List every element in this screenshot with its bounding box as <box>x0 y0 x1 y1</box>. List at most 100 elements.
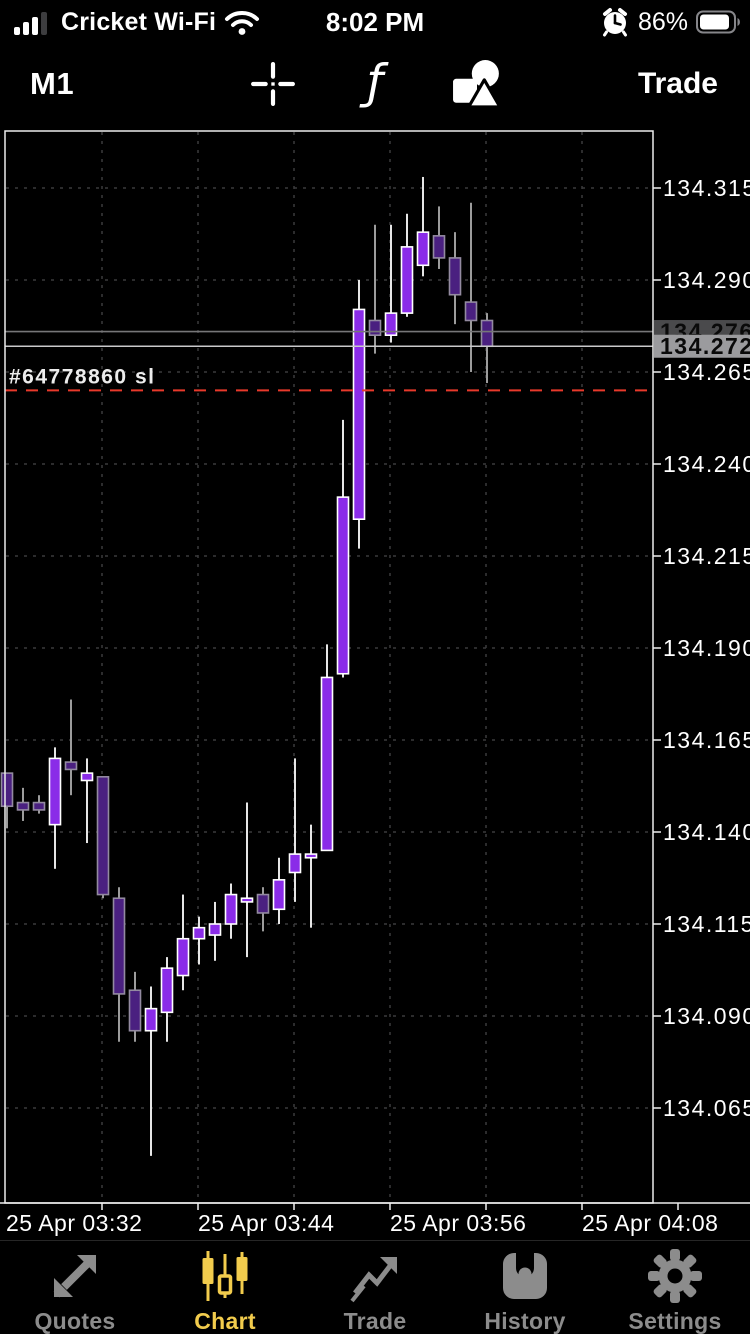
candle-body <box>160 967 174 1014</box>
tab-label: Chart <box>194 1308 256 1334</box>
wifi-icon <box>225 10 260 35</box>
tab-label: Settings <box>628 1308 722 1334</box>
tab-bar: Quotes Chart <box>0 1240 750 1334</box>
candle-body <box>16 801 30 811</box>
candle-body <box>448 257 462 296</box>
time-axis-label: 25 Apr 04:08 <box>582 1210 718 1236</box>
tab-quotes[interactable]: Quotes <box>0 1241 150 1334</box>
candle <box>304 824 318 928</box>
candle <box>416 176 430 277</box>
candle <box>64 699 78 796</box>
candle <box>336 419 350 678</box>
candle <box>0 772 14 829</box>
candle <box>144 986 158 1156</box>
candle <box>272 857 286 924</box>
time-axis-label: 25 Apr 03:56 <box>390 1210 526 1236</box>
candle <box>160 957 174 1042</box>
trade-icon <box>350 1257 397 1303</box>
tab-label: Quotes <box>34 1308 116 1334</box>
chart-toolbar: M1 ƒ <box>0 48 750 120</box>
quotes-icon <box>53 1255 96 1298</box>
candle-body <box>480 319 494 348</box>
status-bar: Cricket Wi-Fi 8:02 PM 86% <box>0 0 750 44</box>
clock-label: 8:02 PM <box>325 6 425 37</box>
candle <box>224 883 238 939</box>
candle-body <box>96 775 110 896</box>
objects-button[interactable] <box>449 56 505 112</box>
candle <box>16 787 30 821</box>
settings-icon <box>648 1249 702 1303</box>
candle <box>80 758 94 844</box>
time-axis-label: 25 Apr 03:32 <box>6 1210 142 1236</box>
candle <box>32 795 46 814</box>
candle <box>368 224 382 354</box>
candle-body <box>352 308 366 520</box>
candle-body <box>320 676 334 852</box>
price-axis-label: 134.290 <box>663 267 750 293</box>
trade-button[interactable]: Trade <box>637 67 718 100</box>
candle <box>96 775 110 899</box>
price-axis-label: 134.265 <box>663 359 750 385</box>
candle-body <box>176 937 190 977</box>
candle <box>128 971 142 1042</box>
stop-loss-label: #64778860 sl <box>9 365 155 388</box>
candle-body <box>368 319 382 337</box>
candle-body <box>416 231 430 267</box>
candle-body <box>192 926 206 940</box>
history-icon <box>503 1251 547 1299</box>
price-axis-label: 134.115 <box>663 911 750 937</box>
cellular-signal-icon <box>14 12 47 35</box>
candle-body <box>32 801 46 811</box>
candle <box>208 901 222 961</box>
candle <box>352 280 366 549</box>
tab-history[interactable]: History <box>450 1241 600 1334</box>
tab-label: History <box>484 1308 566 1334</box>
crosshair-button[interactable] <box>245 56 301 112</box>
candle <box>192 916 206 965</box>
alarm-icon <box>602 8 627 37</box>
carrier-label: Cricket Wi-Fi <box>61 7 217 36</box>
candle <box>400 213 414 317</box>
candle-body <box>288 853 302 874</box>
price-axis-label: 134.215 <box>663 543 750 569</box>
candle-body <box>0 772 14 808</box>
chart-icon <box>202 1251 248 1301</box>
candle <box>176 894 190 991</box>
candle-body <box>272 879 286 911</box>
candle-body <box>432 235 446 259</box>
candle-body <box>224 893 238 925</box>
bid-badge-label: 134.272 <box>660 333 750 359</box>
price-axis-label: 134.315 <box>663 175 750 201</box>
timeframe-button[interactable]: M1 <box>30 66 75 101</box>
candle-body <box>400 246 414 314</box>
price-axis-label: 134.140 <box>663 819 750 845</box>
candle-body <box>80 772 94 782</box>
candle-body <box>256 893 270 914</box>
candle-body <box>464 301 478 322</box>
candle-body <box>208 923 222 936</box>
tab-trade[interactable]: Trade <box>300 1241 450 1334</box>
candle <box>48 747 62 869</box>
candle <box>240 802 254 958</box>
price-axis-label: 134.065 <box>663 1095 750 1121</box>
candle-body <box>240 897 254 903</box>
candle <box>288 758 302 902</box>
tab-settings[interactable]: Settings <box>600 1241 750 1334</box>
tab-chart[interactable]: Chart <box>150 1241 300 1334</box>
candle <box>384 224 398 343</box>
candle-body <box>144 1007 158 1032</box>
price-axis-label: 134.190 <box>663 635 750 661</box>
bid-badge <box>654 334 750 358</box>
candle <box>464 202 478 372</box>
candle <box>448 232 462 325</box>
function-indicator-icon: ƒ <box>366 54 384 110</box>
battery-percent-label: 86% <box>637 7 688 36</box>
indicators-button[interactable]: ƒ <box>347 54 403 112</box>
candle <box>256 887 270 932</box>
candle-body <box>384 312 398 336</box>
price-axis-label: 134.165 <box>663 727 750 753</box>
battery-icon <box>696 10 740 34</box>
candle <box>112 887 126 1042</box>
